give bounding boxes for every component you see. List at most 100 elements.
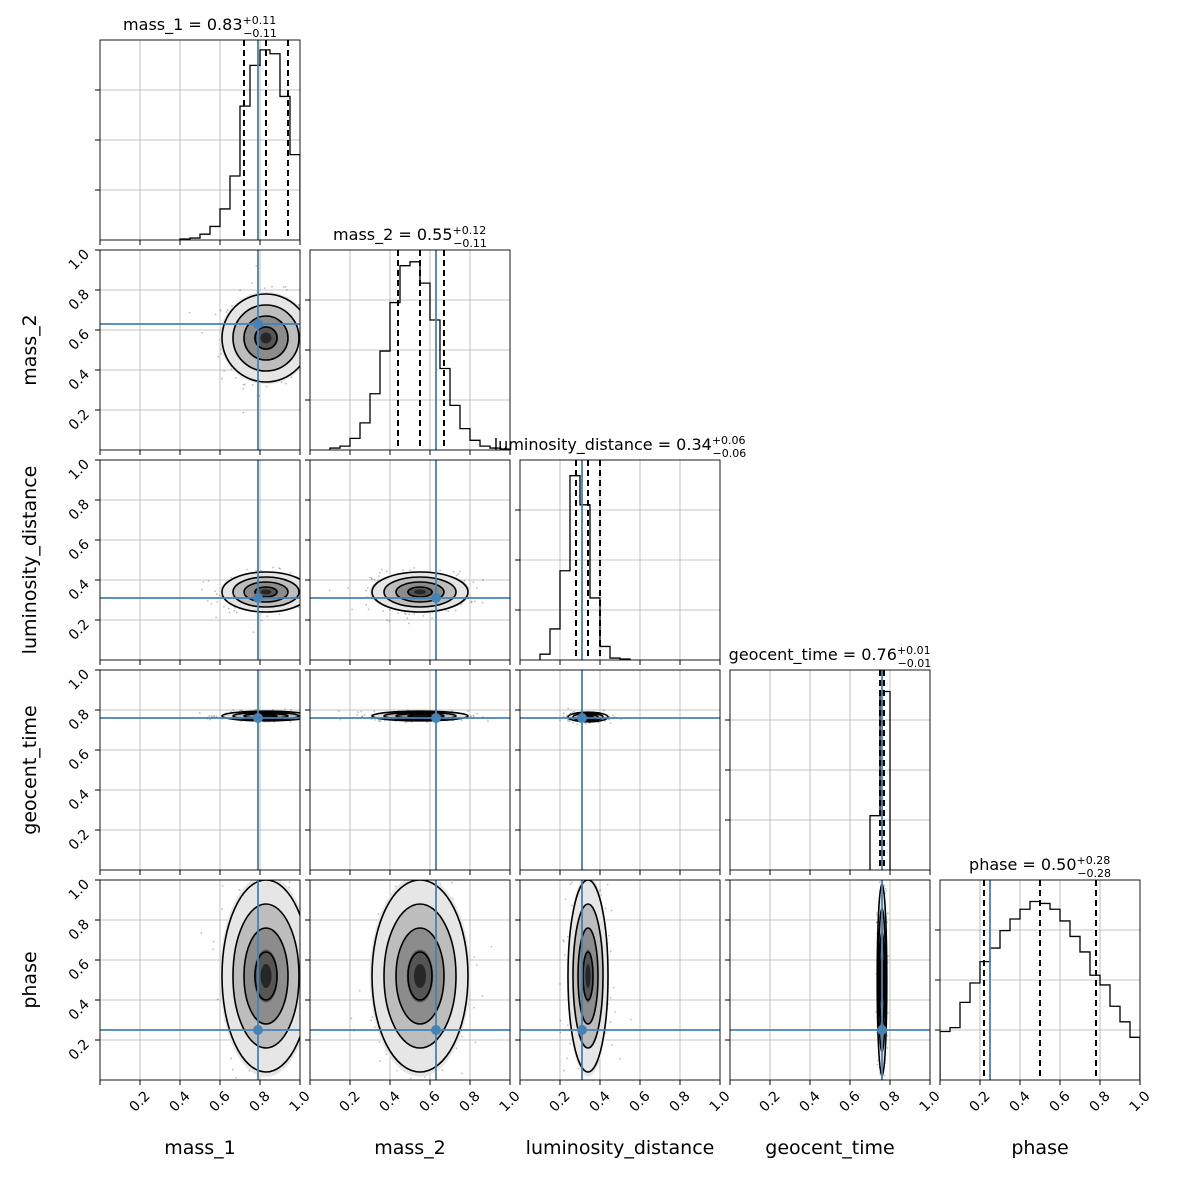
title-plus: +0.28 (1077, 854, 1111, 867)
sample-point (559, 719, 561, 722)
sample-point (886, 1034, 889, 1037)
sample-point (878, 881, 881, 884)
hist-panel-mass_1: mass_1 = 0.83+0.11 −0.11 (95, 14, 301, 245)
density-fill (585, 964, 591, 988)
sample-point (212, 948, 215, 951)
contour-line (232, 576, 300, 608)
sample-point (563, 953, 566, 956)
sample-point (279, 567, 282, 570)
sample-point (290, 708, 293, 711)
title-plus: +0.06 (712, 434, 746, 447)
sample-point (490, 945, 493, 948)
sample-point (875, 921, 878, 924)
sample-point (223, 369, 226, 372)
sample-point (876, 913, 878, 916)
sample-point (887, 955, 890, 958)
sample-point (221, 885, 224, 887)
contour-line (395, 581, 445, 603)
contour-line (572, 903, 604, 1049)
density-area (100, 250, 300, 450)
sample-point (876, 1063, 879, 1066)
sample-point (246, 568, 248, 571)
truth-point (577, 1025, 587, 1035)
sample-point (188, 311, 191, 314)
sample-point (608, 718, 610, 721)
hist-area (179, 40, 300, 240)
contour-line (221, 293, 300, 383)
sample-point (409, 569, 412, 571)
sample-point (875, 912, 878, 914)
sample-point (289, 571, 292, 574)
sample-point (252, 631, 255, 634)
sample-point (472, 581, 475, 583)
title-minus: −0.11 (453, 237, 487, 250)
truth-point (577, 713, 587, 723)
density-area (100, 880, 300, 1080)
sample-point (614, 1011, 617, 1014)
contour-line (383, 576, 457, 608)
sample-point (404, 613, 407, 616)
sample-point (378, 1060, 381, 1063)
sample-point (289, 721, 292, 723)
sample-point (285, 288, 288, 291)
sample-point (212, 940, 215, 943)
sample-point (618, 1057, 621, 1060)
sample-point (242, 387, 245, 390)
sample-point (460, 719, 463, 721)
sample-point (382, 610, 384, 612)
sample-point (403, 612, 406, 614)
sample-point (559, 1031, 562, 1034)
sample-point (482, 579, 484, 581)
sample-point (385, 570, 388, 573)
sample-point (559, 983, 561, 985)
axes-frame (729, 879, 931, 1081)
sample-point (230, 710, 232, 713)
sample-point (467, 710, 469, 713)
sample-point (577, 1067, 580, 1070)
sample-point (487, 720, 489, 723)
panel-title: phase = 0.50+0.28 −0.28 (969, 854, 1111, 880)
hist-area (329, 250, 510, 450)
sample-point (885, 890, 888, 892)
hist-area (869, 670, 891, 870)
sample-point (451, 881, 453, 884)
truth-point (431, 1025, 441, 1035)
density-area (310, 880, 510, 1080)
sample-point (235, 611, 238, 614)
sample-point (562, 715, 565, 718)
sample-point (278, 613, 281, 616)
sample-point (347, 587, 349, 589)
hist-area (940, 880, 1140, 1080)
contour-line (383, 711, 457, 721)
sample-point (459, 570, 461, 573)
contour-line (254, 586, 278, 598)
sample-point (226, 309, 229, 311)
sample-point (361, 715, 363, 718)
sample-point (570, 904, 573, 907)
sample-point (374, 718, 377, 721)
sample-point (198, 712, 201, 714)
sample-point (562, 1069, 565, 1072)
sample-point (474, 1041, 477, 1044)
sample-point (282, 286, 285, 289)
axis-labels: mass_1 mass_2 luminosity_distance geocent_t… (19, 314, 1069, 1159)
sample-point (373, 710, 376, 713)
sample-point (328, 589, 331, 592)
sample-point (241, 709, 243, 712)
sample-point (481, 601, 484, 604)
sample-point (243, 383, 246, 386)
sample-point (408, 613, 410, 616)
sample-point (609, 722, 612, 725)
sample-point (610, 909, 613, 912)
sample-point (215, 616, 218, 619)
sample-point (406, 709, 409, 711)
contour-line (582, 951, 594, 1001)
sample-point (366, 586, 369, 589)
sample-point (339, 718, 342, 721)
sample-point (475, 587, 478, 590)
density-area (520, 670, 720, 870)
sample-point (884, 887, 887, 890)
axes-frame (99, 459, 301, 661)
sample-point (207, 580, 210, 583)
